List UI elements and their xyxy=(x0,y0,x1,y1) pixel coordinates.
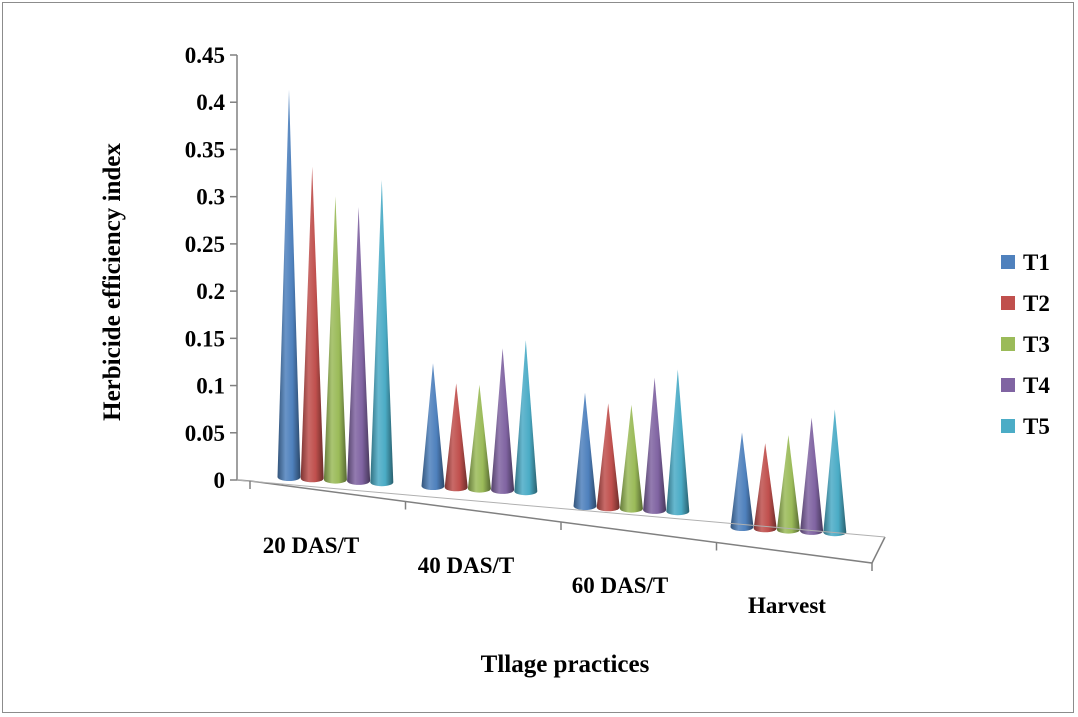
legend-swatch-t1 xyxy=(1001,255,1015,269)
legend-swatch-t5 xyxy=(1001,419,1015,433)
cone-t4-4 xyxy=(800,417,824,535)
cone-body xyxy=(776,435,800,534)
y-tick-label: 0.4 xyxy=(196,90,225,115)
cone-t3-2 xyxy=(467,384,491,493)
x-tick-label: 60 DAS/T xyxy=(572,573,669,598)
cone-t5-2 xyxy=(514,340,538,496)
y-axis-title: Herbicide efficiency index xyxy=(99,143,126,421)
cone-body xyxy=(444,383,468,492)
cone-t2-4 xyxy=(753,443,777,533)
y-tick-label: 0.35 xyxy=(185,137,225,162)
cone-t3-4 xyxy=(776,435,800,534)
legend-swatch-t3 xyxy=(1001,337,1015,351)
y-tick-label: 0.3 xyxy=(196,185,225,210)
cone-t2-3 xyxy=(596,403,620,512)
cone-body xyxy=(347,207,371,485)
cone-body xyxy=(370,179,394,487)
y-tick-label: 0 xyxy=(214,468,226,493)
y-tick-label: 0.1 xyxy=(196,374,225,399)
y-tick-label: 0.25 xyxy=(185,232,225,257)
cone-t1-1 xyxy=(277,89,301,482)
x-tick-label: Harvest xyxy=(748,593,826,618)
legend: T1 T2 T3 T4 T5 xyxy=(1001,250,1050,439)
legend-label-t4: T4 xyxy=(1023,373,1050,398)
cone-t5-3 xyxy=(666,369,690,516)
x-tick-label: 40 DAS/T xyxy=(418,553,515,578)
cone-body xyxy=(800,417,824,535)
legend-swatch-t4 xyxy=(1001,378,1015,392)
x-axis-back-edge xyxy=(236,479,886,538)
cone-t5-1 xyxy=(370,179,394,487)
cone-body xyxy=(514,340,538,496)
cone-t1-2 xyxy=(421,363,445,490)
cone-body xyxy=(730,432,754,531)
y-tick-label: 0.2 xyxy=(196,279,225,304)
cone-body xyxy=(467,384,491,493)
cone-body xyxy=(596,403,620,512)
cone-body xyxy=(491,348,515,494)
legend-label-t2: T2 xyxy=(1023,291,1050,316)
legend-label-t5: T5 xyxy=(1023,414,1050,439)
x-axis-title: Tllage practices xyxy=(481,651,650,678)
axis-layer: 0 0.05 0.1 0.15 0.2 0.25 0.3 0.35 0.4 0.45 20 DAS/… xyxy=(185,43,886,618)
cone-t5-4 xyxy=(823,409,847,537)
cone-t1-3 xyxy=(573,392,597,510)
cone-body xyxy=(323,196,347,484)
y-tick-label: 0.45 xyxy=(185,43,225,68)
cone-t4-1 xyxy=(347,207,371,485)
cone-t2-2 xyxy=(444,383,468,492)
cone-body xyxy=(277,89,301,482)
cone-t2-1 xyxy=(300,166,324,483)
cone-body xyxy=(619,404,643,513)
cone-t3-1 xyxy=(323,196,347,484)
legend-swatch-t2 xyxy=(1001,296,1015,310)
legend-label-t1: T1 xyxy=(1023,250,1050,275)
cone-body xyxy=(823,409,847,537)
cone-body xyxy=(421,363,445,490)
cone-t1-4 xyxy=(730,432,754,531)
y-tick-label: 0.05 xyxy=(185,421,225,446)
cones-layer xyxy=(277,89,847,537)
cone-body xyxy=(666,369,690,516)
cone-t3-3 xyxy=(619,404,643,513)
cone-t4-2 xyxy=(491,348,515,494)
cone-body xyxy=(643,377,667,514)
y-tick-label: 0.15 xyxy=(185,326,225,351)
cone-body xyxy=(300,166,324,483)
cone-body xyxy=(753,443,777,533)
x-tick-label: 20 DAS/T xyxy=(263,533,360,558)
cone-t4-3 xyxy=(643,377,667,514)
legend-label-t3: T3 xyxy=(1023,332,1050,357)
cone-body xyxy=(573,392,597,510)
